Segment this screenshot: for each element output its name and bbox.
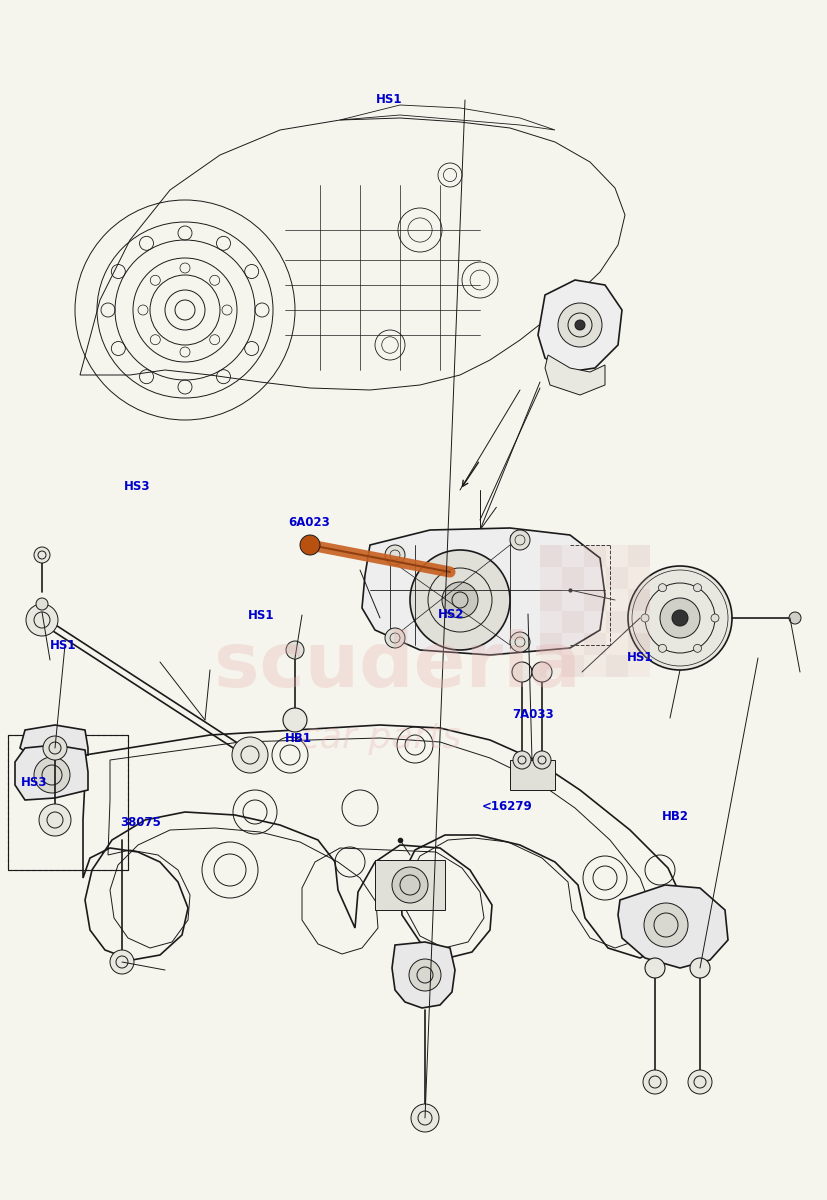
Text: HS3: HS3 [124, 480, 151, 492]
Bar [584, 655, 606, 677]
Polygon shape [20, 725, 88, 755]
Circle shape [694, 644, 701, 653]
Text: 6A023: 6A023 [288, 516, 329, 528]
Bar [584, 545, 606, 566]
Circle shape [513, 751, 531, 769]
Bar [540, 611, 562, 634]
Bar [606, 545, 628, 566]
Bar [540, 566, 562, 589]
Polygon shape [15, 745, 88, 800]
Bar [375, 860, 445, 910]
Bar [540, 655, 562, 677]
Text: car parts: car parts [300, 721, 461, 755]
Text: HS1: HS1 [248, 610, 275, 622]
Circle shape [644, 902, 688, 947]
Circle shape [694, 583, 701, 592]
Bar [562, 566, 584, 589]
Bar [628, 545, 650, 566]
Circle shape [385, 545, 405, 565]
Circle shape [660, 598, 700, 638]
Text: HS1: HS1 [376, 94, 403, 106]
Circle shape [286, 641, 304, 659]
Circle shape [512, 662, 532, 682]
Bar [606, 655, 628, 677]
Circle shape [411, 1104, 439, 1132]
Circle shape [532, 662, 552, 682]
Circle shape [789, 612, 801, 624]
Bar [562, 611, 584, 634]
Polygon shape [545, 355, 605, 395]
Polygon shape [538, 280, 622, 372]
Circle shape [690, 958, 710, 978]
Bar [8, 734, 128, 870]
Text: HB2: HB2 [662, 810, 689, 822]
Bar [562, 589, 584, 611]
Bar [628, 589, 650, 611]
Circle shape [39, 804, 71, 836]
Bar [628, 634, 650, 655]
Polygon shape [392, 942, 455, 1008]
Text: HS1: HS1 [627, 652, 653, 664]
Bar [562, 634, 584, 655]
Circle shape [575, 320, 585, 330]
Circle shape [36, 598, 48, 610]
Text: HS2: HS2 [438, 608, 465, 620]
Bar [584, 611, 606, 634]
Text: <16279: <16279 [481, 800, 532, 812]
Text: scuderia: scuderia [213, 629, 581, 703]
Circle shape [26, 604, 58, 636]
Circle shape [442, 582, 478, 618]
Bar [628, 566, 650, 589]
Circle shape [410, 550, 510, 650]
Circle shape [392, 866, 428, 902]
Circle shape [43, 736, 67, 760]
Circle shape [232, 737, 268, 773]
Circle shape [409, 959, 441, 991]
Bar [540, 545, 562, 566]
Bar [584, 566, 606, 589]
Circle shape [645, 958, 665, 978]
Circle shape [658, 583, 667, 592]
Circle shape [300, 535, 320, 554]
Circle shape [658, 644, 667, 653]
Bar [510, 760, 555, 790]
Polygon shape [362, 528, 605, 655]
Bar [628, 611, 650, 634]
Bar [606, 566, 628, 589]
Circle shape [688, 1070, 712, 1094]
Circle shape [34, 547, 50, 563]
Bar [8, 734, 128, 870]
Circle shape [558, 302, 602, 347]
Circle shape [628, 566, 732, 670]
Bar [606, 589, 628, 611]
Text: 7A033: 7A033 [513, 708, 554, 720]
Circle shape [641, 614, 649, 622]
Bar [628, 655, 650, 677]
Bar [540, 589, 562, 611]
Text: HS3: HS3 [21, 776, 47, 788]
Text: 38075: 38075 [120, 816, 160, 828]
Circle shape [110, 950, 134, 974]
Text: HB1: HB1 [285, 732, 313, 744]
Polygon shape [618, 886, 728, 968]
Bar [584, 589, 606, 611]
Circle shape [510, 632, 530, 652]
Circle shape [533, 751, 551, 769]
Bar [562, 545, 584, 566]
Circle shape [711, 614, 719, 622]
Bar [540, 634, 562, 655]
Bar [584, 634, 606, 655]
Bar [562, 655, 584, 677]
Circle shape [283, 708, 307, 732]
Bar [606, 611, 628, 634]
Circle shape [672, 610, 688, 626]
Text: HS1: HS1 [50, 640, 76, 652]
Bar [606, 634, 628, 655]
Circle shape [385, 628, 405, 648]
Circle shape [34, 757, 70, 793]
Circle shape [643, 1070, 667, 1094]
Circle shape [510, 530, 530, 550]
